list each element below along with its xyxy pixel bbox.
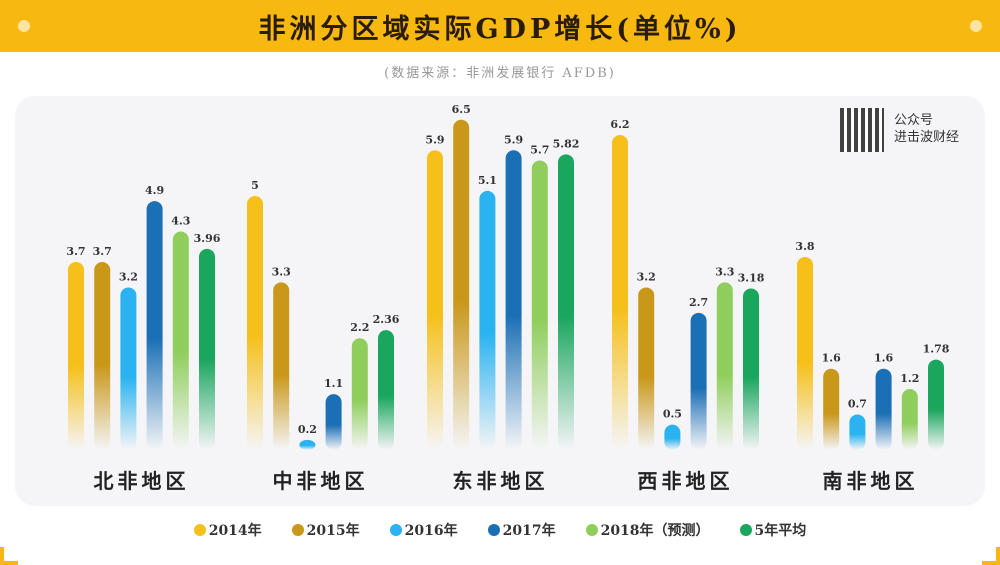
data-label: 6.5 — [452, 103, 471, 116]
bar — [928, 359, 944, 450]
data-label: 0.7 — [848, 397, 867, 410]
bar — [849, 414, 866, 450]
legend-item: 2014年 — [193, 520, 262, 540]
data-label: 1.78 — [923, 343, 950, 356]
bar — [351, 338, 368, 450]
data-label: 2.2 — [350, 321, 369, 334]
bar — [823, 368, 840, 450]
data-label: 6.2 — [610, 118, 629, 131]
data-label: 1.6 — [822, 352, 841, 365]
data-label: 3.7 — [66, 245, 85, 258]
bar — [505, 150, 522, 450]
data-label: 5.7 — [530, 143, 549, 156]
bar — [199, 248, 215, 450]
legend-label: 2017年 — [502, 523, 556, 539]
legend-item: 2018年（预测） — [585, 520, 710, 540]
source-note: (数据来源：非洲发展银行 AFDB) — [384, 66, 616, 81]
corner-decor — [982, 547, 1000, 565]
legend-swatch — [291, 524, 304, 536]
data-label: 3.8 — [795, 240, 814, 253]
data-label: 3.3 — [715, 265, 734, 278]
chart-title: 非洲分区域实际GDP增长(单位%) — [258, 13, 742, 45]
bar — [558, 154, 574, 450]
data-label: 0.2 — [298, 423, 317, 436]
data-label: 2.36 — [373, 313, 400, 326]
data-label: 2.7 — [689, 296, 708, 309]
data-label: 5.9 — [425, 133, 444, 146]
title-bar: 非洲分区域实际GDP增长(单位%) — [0, 0, 1000, 52]
legend-item: 2015年 — [291, 520, 360, 540]
decor-dot — [970, 20, 982, 32]
bar — [453, 119, 470, 451]
bar — [531, 160, 548, 450]
watermark: 公众号 进击波财经 — [894, 112, 959, 146]
data-label: 0.5 — [663, 408, 682, 421]
legend-swatch — [487, 524, 500, 536]
data-label: 5 — [251, 179, 259, 192]
data-label: 4.9 — [145, 184, 164, 197]
legend-label: 2014年 — [208, 523, 262, 539]
legend-item: 2017年 — [487, 520, 556, 540]
data-label: 5.82 — [553, 137, 580, 150]
legend-label: 5年平均 — [754, 523, 807, 539]
legend-swatch — [739, 524, 752, 536]
category-label: 西非地区 — [638, 469, 734, 493]
bar — [299, 439, 316, 450]
bar — [479, 190, 496, 451]
legend-swatch — [585, 524, 598, 536]
bar — [638, 287, 655, 450]
legend: 2014年 2015年 2016年 2017年 2018年（预测） 5年平均 — [0, 520, 1000, 540]
data-label: 3.96 — [194, 232, 221, 245]
data-label: 3.7 — [93, 245, 112, 258]
bar — [664, 424, 681, 450]
category-label: 中非地区 — [273, 469, 369, 493]
bar — [612, 135, 628, 451]
legend-label: 2015年 — [306, 523, 360, 539]
bar — [120, 287, 137, 450]
legend-swatch — [389, 524, 402, 536]
bar — [172, 231, 189, 450]
data-label: 4.3 — [171, 215, 190, 228]
category-label: 东非地区 — [453, 469, 549, 493]
watermark-line2: 进击波财经 — [894, 130, 960, 145]
legend-item: 5年平均 — [739, 520, 807, 540]
bar — [690, 312, 707, 450]
data-label: 3.2 — [637, 270, 656, 283]
bar — [901, 389, 918, 450]
data-label: 3.3 — [272, 265, 291, 278]
bar — [68, 262, 84, 450]
bar — [94, 262, 111, 450]
data-label: 1.1 — [324, 377, 343, 390]
bar — [325, 394, 342, 450]
bar — [875, 368, 892, 450]
corner-decor — [0, 547, 18, 565]
bar — [146, 201, 163, 450]
category-label: 南非地区 — [823, 469, 919, 493]
legend-label: 2016年 — [404, 523, 458, 539]
bar — [716, 282, 733, 450]
legend-label: 2018年（预测） — [600, 523, 710, 539]
data-label: 5.1 — [478, 174, 497, 187]
data-label: 1.6 — [874, 352, 893, 365]
legend-swatch — [193, 524, 206, 536]
legend-item: 2016年 — [389, 520, 458, 540]
data-label: 3.2 — [119, 270, 138, 283]
watermark-line1: 公众号 — [894, 113, 934, 128]
qr-code-icon — [840, 108, 884, 152]
data-label: 5.9 — [504, 133, 523, 146]
bar — [797, 256, 813, 450]
bar — [273, 282, 290, 450]
data-label: 3.18 — [738, 271, 765, 284]
decor-dot — [18, 20, 30, 32]
bar — [247, 196, 263, 450]
data-label: 1.2 — [900, 372, 919, 385]
category-label: 北非地区 — [94, 469, 190, 493]
bar — [427, 150, 443, 450]
bar — [743, 288, 759, 450]
bar — [378, 330, 394, 450]
